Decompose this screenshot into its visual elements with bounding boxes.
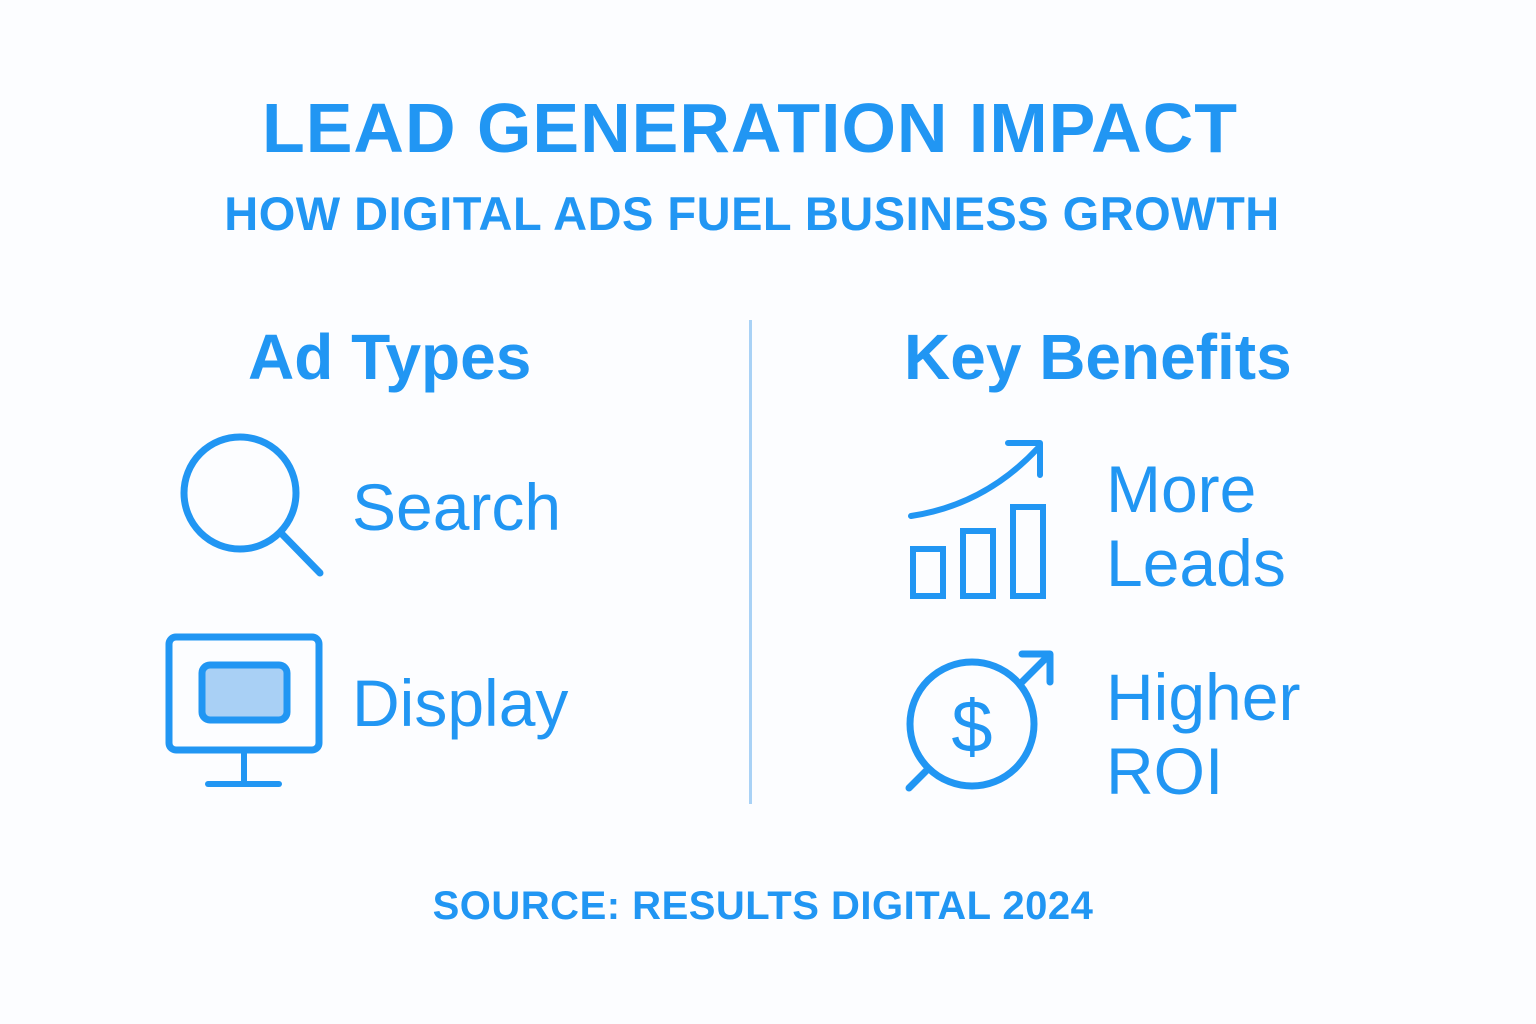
dollar-arrow-icon: $ <box>905 650 1054 792</box>
ad-types-heading: Ad Types <box>248 321 532 393</box>
svg-text:$: $ <box>951 685 992 768</box>
benefit-label-line1: Higher <box>1106 660 1301 734</box>
source-note: SOURCE: RESULTS DIGITAL 2024 <box>432 884 1094 928</box>
monitor-icon <box>165 633 323 787</box>
bar-chart-growth-icon <box>908 440 1046 599</box>
page-subtitle: HOW DIGITAL ADS FUEL BUSINESS GROWTH <box>224 187 1280 240</box>
ad-type-search-label: Search <box>352 470 562 544</box>
benefit-higher-roi-label: Higher ROI <box>1106 660 1300 808</box>
benefit-label-line1: More <box>1106 452 1257 526</box>
ad-type-display-label: Display <box>352 666 569 740</box>
benefit-label-line2: ROI <box>1106 734 1224 808</box>
page-title: LEAD GENERATION IMPACT <box>261 89 1239 167</box>
benefit-label-line2: Leads <box>1106 526 1286 600</box>
benefit-more-leads-label: More Leads <box>1106 452 1286 600</box>
key-benefits-heading: Key Benefits <box>904 321 1292 393</box>
magnifier-icon <box>180 433 324 577</box>
column-divider <box>749 320 752 804</box>
